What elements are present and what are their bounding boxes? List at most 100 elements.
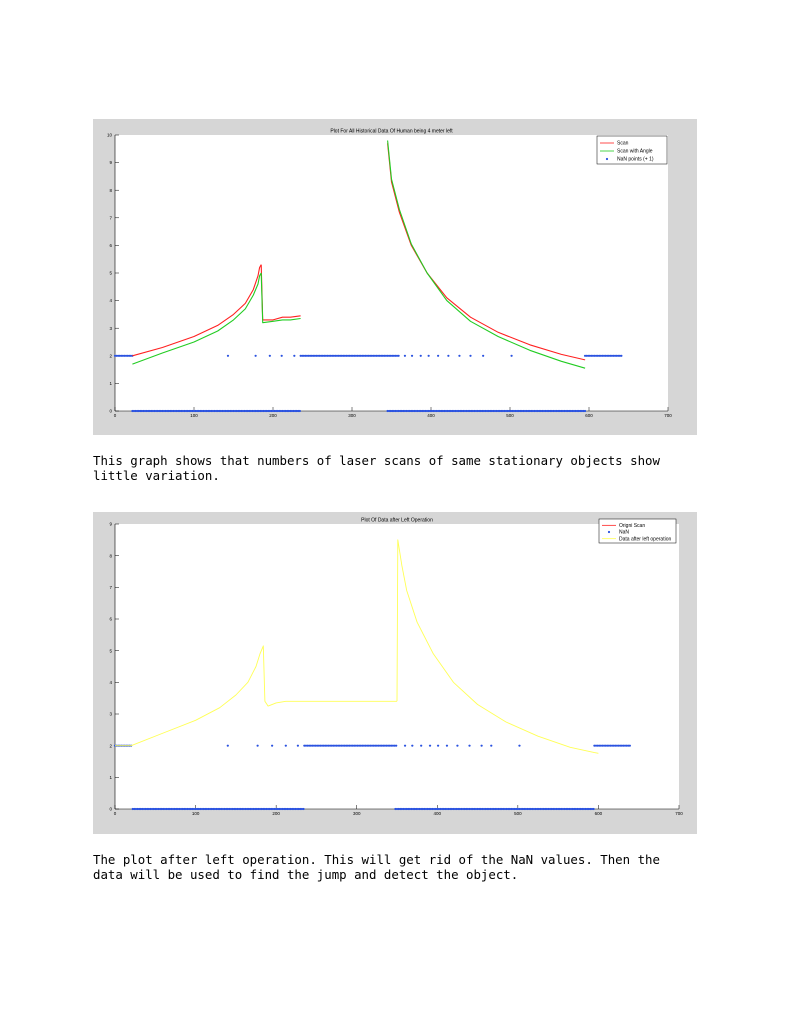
chart-2-nan-point: [393, 744, 396, 747]
chart-1-nan-point: [552, 409, 555, 413]
chart-1-legend-marker: [605, 157, 609, 161]
chart-2-nan-point: [625, 744, 628, 747]
chart-2-nan-point: [175, 807, 178, 811]
chart-2-nan-point: [262, 807, 265, 811]
chart-1-nan-point: [403, 409, 407, 413]
chart-2-nan-point: [258, 807, 262, 811]
chart-2-nan-point: [573, 807, 576, 811]
chart-2-nan-point: [547, 807, 550, 811]
chart-1-nan-point: [175, 409, 178, 413]
chart-1-nan-point: [389, 409, 392, 413]
chart-2-title: Plot Of Data after Left Operation: [361, 518, 433, 524]
chart-1-nan-point: [395, 409, 399, 413]
caption-2: The plot after left operation. This will…: [93, 852, 660, 882]
chart-2-nan-point: [324, 744, 327, 747]
chart-1-nan-point: [315, 354, 318, 357]
chart-2-nan-point: [205, 807, 208, 811]
chart-1-nan-point: [180, 409, 183, 413]
chart-2-nan-point: [545, 807, 548, 811]
chart-1-series-2-line: [387, 140, 586, 369]
chart-2-nan-point: [429, 807, 432, 811]
chart-1-nan-point: [607, 354, 610, 357]
chart-1-nan-point: [467, 409, 470, 413]
chart-1-nan-point: [162, 409, 166, 413]
chart-2-nan-point: [528, 807, 531, 811]
chart-2-nan-point: [584, 807, 587, 811]
chart-2-nan-point: [452, 807, 455, 811]
chart-2-nan-point: [378, 744, 382, 747]
chart-2-nan-point: [592, 807, 595, 811]
chart-1-nan-point: [207, 409, 210, 413]
chart-1-nan-point: [318, 354, 321, 357]
chart-1-nan-point: [534, 409, 538, 413]
chart-1-nan-point: [169, 409, 172, 413]
chart-2-nan-point: [309, 744, 312, 747]
chart-2-nan-point: [263, 807, 266, 811]
chart-2-nan-point: [278, 807, 281, 811]
chart-1-nan-point: [425, 409, 429, 413]
chart-2-nan-point: [286, 807, 289, 811]
chart-2-nan-point: [295, 807, 299, 811]
chart-2-nan-point: [147, 807, 150, 811]
chart-2-nan-point: [420, 744, 423, 747]
chart-1-nan-point: [604, 354, 607, 357]
chart-2-nan-point: [442, 807, 445, 811]
chart-2-nan-point: [133, 807, 136, 811]
chart-2-nan-point: [453, 807, 457, 811]
chart-2-nan-point: [374, 744, 377, 747]
chart-2-nan-point: [456, 744, 459, 747]
chart-1-nan-point: [481, 409, 484, 413]
chart-2-nan-point: [421, 807, 424, 811]
chart-1-nan-point: [301, 354, 304, 357]
chart-1-nan-point: [489, 409, 492, 413]
chart-2-nan-point: [320, 744, 324, 747]
chart-2-nan-point: [589, 807, 592, 811]
chart-2-nan-point: [536, 807, 539, 811]
chart-2-nan-point: [382, 744, 385, 747]
chart-2-nan-point: [553, 807, 557, 811]
chart-2-nan-point: [566, 807, 569, 811]
chart-2-nan-point: [322, 744, 325, 747]
chart-2-nan-point: [287, 807, 291, 811]
chart-1-nan-point: [280, 354, 283, 357]
chart-1-nan-point: [124, 354, 128, 357]
chart-1-nan-point: [226, 409, 229, 413]
chart-1-nan-point: [576, 409, 579, 413]
chart-2-nan-point: [437, 807, 440, 811]
chart-2-nan-point: [231, 807, 234, 811]
chart-2-nan-point: [523, 807, 526, 811]
chart-1-nan-point: [218, 409, 221, 413]
chart-1-nan-point: [216, 409, 219, 413]
chart-2-nan-point: [500, 807, 503, 811]
chart-2-nan-point: [157, 807, 160, 811]
chart-2-legend-label: Data after left operation: [619, 536, 671, 542]
chart-1-nan-point: [246, 409, 249, 413]
chart-1-nan-point: [422, 409, 425, 413]
chart-1-nan-point: [596, 354, 599, 357]
chart-1-title: Plot For All Historical Data Of Human be…: [330, 129, 453, 135]
chart-1-nan-point: [123, 354, 126, 357]
chart-1-nan-point: [593, 354, 596, 357]
chart-1-nan-point: [177, 409, 180, 413]
chart-1-nan-point: [298, 409, 301, 413]
chart-2-nan-point: [499, 807, 502, 811]
chart-1-nan-point: [194, 409, 197, 413]
chart-1-nan-point: [435, 409, 438, 413]
chart-1-nan-point: [358, 354, 361, 357]
chart-2-nan-point: [420, 807, 423, 811]
chart-2-nan-point: [299, 807, 302, 811]
chart-1-nan-point: [446, 409, 449, 413]
chart-2-nan-point: [598, 744, 601, 747]
chart-2-nan-point: [361, 744, 364, 747]
chart-1-nan-point: [501, 409, 504, 413]
chart-2-nan-point: [220, 807, 223, 811]
chart-2-nan-point: [300, 807, 304, 811]
chart-2-nan-point: [561, 807, 565, 811]
chart-1-nan-point: [260, 409, 264, 413]
chart-2-nan-point: [306, 744, 309, 747]
chart-2-nan-point: [587, 807, 590, 811]
chart-2-nan-point: [560, 807, 563, 811]
chart-2-nan-point: [246, 807, 249, 811]
chart-2-nan-point: [557, 807, 560, 811]
chart-2-nan-point: [370, 744, 374, 747]
